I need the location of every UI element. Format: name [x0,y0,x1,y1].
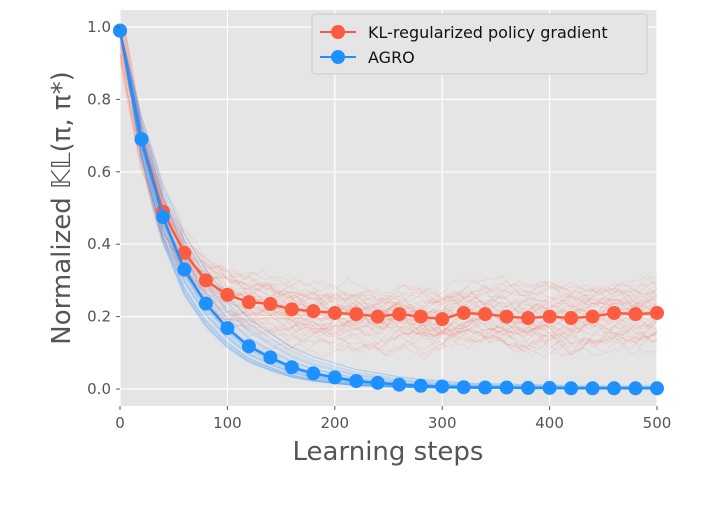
data-point-kl [177,245,192,260]
data-point-kl [370,309,385,324]
x-tick-label: 300 [428,414,457,432]
data-point-agro [650,381,664,396]
data-point-kl [241,295,256,310]
data-point-kl [542,309,557,324]
data-point-kl [456,305,471,320]
y-tick-label: 1.0 [87,18,111,36]
data-point-agro [134,132,149,147]
data-point-agro [392,377,407,392]
data-point-kl [263,296,278,311]
x-tick-label: 400 [535,414,564,432]
data-point-agro [435,379,450,394]
run-line-kl [119,26,658,319]
data-point-agro [349,374,364,389]
run-line-kl [119,40,658,352]
run-line-kl [119,26,658,320]
series [113,23,664,396]
data-point-agro [456,380,471,395]
data-point-agro [284,360,299,375]
data-point-agro [564,381,579,396]
data-point-agro [585,381,600,396]
data-point-agro [220,321,235,336]
legend-marker-agro [331,50,345,64]
x-tick-label: 100 [213,414,242,432]
data-point-agro [263,350,278,365]
data-point-kl [499,309,514,324]
run-line-kl [119,26,658,302]
y-tick-label: 0.8 [87,90,111,108]
x-tick-label: 200 [320,414,349,432]
run-line-kl [119,26,658,333]
data-point-kl [327,305,342,320]
run-line-kl [119,26,658,311]
data-point-kl [284,302,299,317]
run-line-kl [119,38,658,360]
data-point-kl [413,309,428,324]
data-point-kl [564,311,579,326]
legend-marker-kl [331,25,345,39]
data-point-agro [327,370,342,385]
legend-label-kl: KL-regularized policy gradient [368,23,608,42]
data-point-agro [155,210,170,225]
data-point-kl [220,287,235,302]
run-line-kl [119,34,658,348]
data-point-agro [413,378,428,393]
data-point-agro [628,381,643,396]
data-point-agro [542,380,557,395]
run-line-kl [120,26,658,312]
run-line-kl [119,26,658,319]
data-point-agro [177,262,192,277]
grid [119,10,658,406]
data-point-agro [370,375,385,390]
run-line-kl [119,40,658,335]
data-point-agro [241,339,256,354]
y-tick-label: 0.6 [87,163,111,181]
run-line-kl [119,26,658,322]
data-point-kl [392,307,407,322]
x-tick-label: 500 [643,414,672,432]
data-point-agro [478,380,493,395]
data-point-kl [478,307,493,322]
data-point-kl [349,307,364,322]
y-tick-label: 0.4 [87,235,111,253]
ticks: 0 100 200 300 400 500 0.0 0.2 0.4 0.6 0.8 1.0 [87,18,671,432]
legend: KL-regularized policy gradient AGRO [311,13,648,75]
legend-label-agro: AGRO [368,48,415,67]
run-line-kl [119,34,658,337]
data-point-kl [435,312,450,327]
legend-box [311,13,648,75]
data-point-agro [521,380,536,395]
data-point-agro [607,381,622,396]
data-point-agro [113,23,127,38]
y-tick-label: 0.2 [87,308,111,326]
run-line-kl [119,29,658,337]
data-point-kl [521,311,536,326]
y-tick-label: 0.0 [87,380,111,398]
data-point-kl [628,307,643,322]
plot-background [120,10,657,406]
data-point-kl [306,304,321,319]
run-line-kl [119,58,658,358]
data-point-agro [499,380,514,395]
run-line-kl [119,37,658,322]
x-axis-label: Learning steps [293,437,484,467]
y-axis-label: Normalized 𝕂𝕃(π, π*) [47,71,77,344]
data-point-agro [306,366,321,381]
data-point-kl [585,309,600,324]
data-point-kl [650,305,664,320]
data-point-agro [198,296,213,311]
x-tick-label: 0 [115,414,125,432]
data-point-kl [607,305,622,320]
data-point-kl [198,273,213,288]
